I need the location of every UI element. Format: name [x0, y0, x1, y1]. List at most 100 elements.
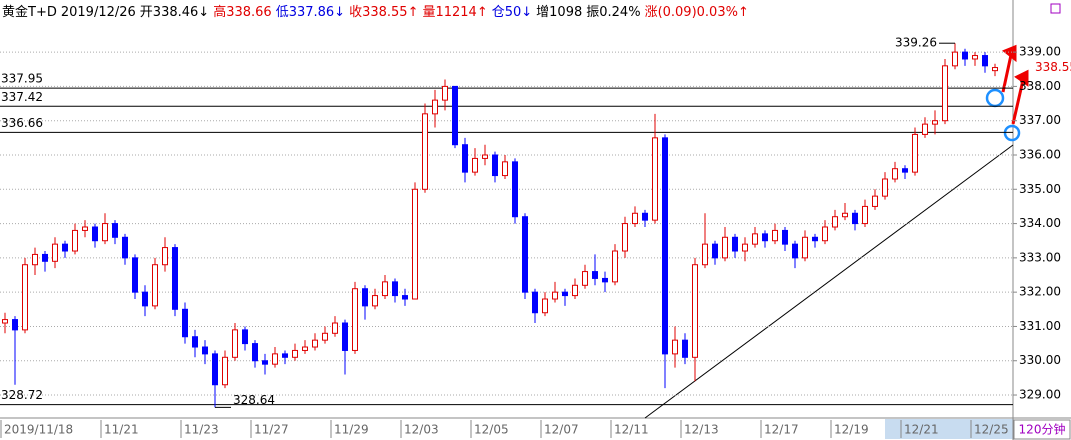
candle-body [312, 339, 318, 348]
candle-body [742, 243, 748, 252]
annotation-label: 328.64 [233, 393, 275, 407]
candle-body [382, 281, 388, 297]
candle-body [242, 329, 248, 345]
candle-body [52, 243, 58, 262]
y-tick-label: 338.00 [1019, 79, 1061, 93]
candle-body [192, 336, 198, 348]
x-tick-label: 12/21 [904, 423, 939, 437]
candle-body [342, 322, 348, 351]
candle-body [442, 85, 448, 101]
candle-body [332, 322, 338, 334]
candle-body [952, 51, 958, 67]
candle-body [932, 120, 938, 125]
x-tick-label: 12/03 [404, 423, 439, 437]
candle-body [132, 257, 138, 293]
candle-body [882, 178, 888, 197]
candle-body [702, 243, 708, 266]
candle-body [582, 271, 588, 286]
candle-body [652, 137, 658, 221]
candle-body [542, 298, 548, 314]
annotation-label: 339.26 [895, 36, 937, 50]
candle-body [962, 51, 968, 60]
x-tick-label: 12/19 [834, 423, 869, 437]
candle-body [212, 353, 218, 386]
candle-body [22, 264, 28, 331]
candle-body [682, 339, 688, 358]
y-tick-label: 335.00 [1019, 182, 1061, 196]
window-icon[interactable] [1050, 3, 1061, 14]
y-tick-label: 329.00 [1019, 388, 1061, 402]
candle-body [762, 233, 768, 242]
x-tick-label: 12/05 [474, 423, 509, 437]
candle-body [602, 277, 608, 283]
axis-highlight [885, 419, 1013, 439]
candle-body [872, 195, 878, 207]
candle-body [112, 223, 118, 238]
y-tick-label: 337.00 [1019, 113, 1061, 127]
arrow [1001, 44, 1017, 93]
candle-body [532, 291, 538, 314]
y-tick-label: 333.00 [1019, 250, 1061, 264]
header-item: 增1098 [536, 5, 582, 20]
candle-body [482, 154, 488, 159]
level-label: 328.72 [1, 388, 43, 402]
header: 黄金T+D 2019/12/26 开338.46↓ 高338.66 低337.86↓ 收3… [2, 4, 749, 20]
candle-body [812, 236, 818, 242]
x-tick-label: 11/23 [184, 423, 219, 437]
candle-body [642, 212, 648, 221]
candle-body [632, 212, 638, 225]
candle-body [122, 236, 128, 259]
candle-body [222, 356, 228, 386]
candle-body [722, 236, 728, 259]
x-tick-label: 11/29 [334, 423, 369, 437]
header-item: 高338.66 [213, 4, 272, 20]
candle-body [402, 295, 408, 300]
arrow [1011, 69, 1029, 125]
candle-body [552, 291, 558, 300]
candle-body [82, 226, 88, 231]
candle-body [512, 161, 518, 218]
header-item: 低337.86↓ [276, 5, 345, 20]
candle-body [412, 188, 418, 300]
y-tick-label: 336.00 [1019, 147, 1061, 161]
candle-body [462, 144, 468, 173]
candle-body [452, 85, 458, 146]
candle-body [562, 291, 568, 297]
candle-body [432, 99, 438, 115]
candle-body [322, 332, 328, 341]
x-tick-label: 2019/11/18 [4, 423, 73, 437]
candle-body [472, 157, 478, 173]
candle-body [252, 343, 258, 362]
candle-body [902, 168, 908, 173]
candle-body [302, 346, 308, 351]
y-tick-label: 330.00 [1019, 353, 1061, 367]
y-tick-label: 339.00 [1019, 45, 1061, 59]
candle-body [32, 253, 38, 266]
candle-body [162, 247, 168, 266]
period-label[interactable]: 120分钟 [1019, 422, 1066, 437]
candle-body [42, 253, 48, 262]
period-box[interactable] [1013, 419, 1071, 440]
candle-body [782, 229, 788, 245]
candle-body [822, 226, 828, 242]
x-tick-label: 12/17 [764, 423, 799, 437]
candle-body [832, 216, 838, 228]
candle-body [592, 271, 598, 279]
candle-body [182, 308, 188, 338]
header-item: 量11214↑ [422, 5, 487, 20]
candle-body [12, 319, 18, 331]
candle-body [942, 65, 948, 122]
trend-line [644, 144, 1014, 419]
x-tick-label: 12/25 [974, 423, 1009, 437]
date: 2019/12/26 [61, 5, 136, 20]
candle-body [972, 55, 978, 60]
candle-body [102, 223, 108, 242]
candle-body [992, 67, 998, 72]
candle-body [262, 360, 268, 365]
x-tick-label: 12/07 [544, 423, 579, 437]
candle-body [912, 133, 918, 173]
candle-body [492, 154, 498, 177]
last-price-label: 338.55 [1035, 60, 1071, 74]
candle-body [922, 123, 928, 135]
